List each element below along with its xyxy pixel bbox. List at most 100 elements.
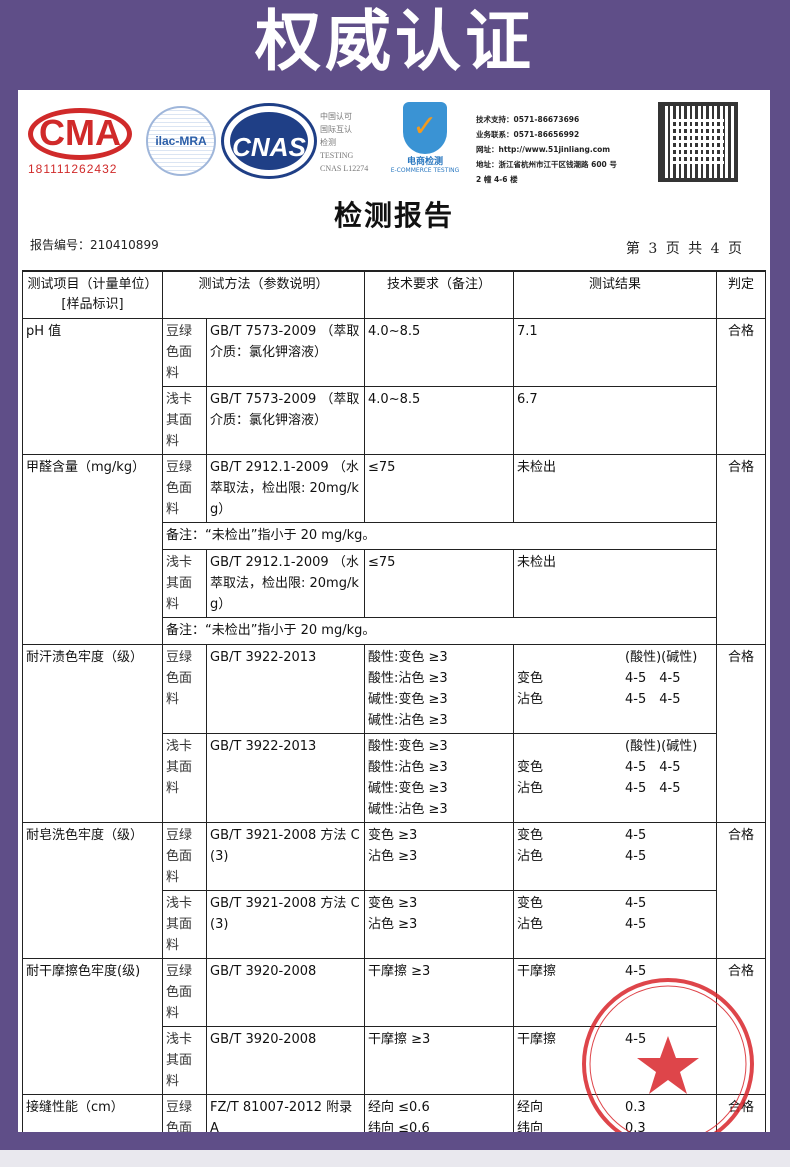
- requirement-line: 4.0~8.5: [368, 392, 421, 407]
- result-label: 干摩擦: [517, 1032, 557, 1047]
- requirement: 4.0~8.5: [364, 386, 515, 455]
- header-result: 测试结果: [513, 270, 718, 319]
- requirement-line: 沾色 ≥3: [368, 849, 418, 864]
- certification-logos: CMA 181111262432 ilac-MRA CNAS 中国认可 国际互认…: [18, 98, 770, 188]
- test-item: 耐汗渍色牢度（级）: [22, 644, 163, 823]
- sample-id: 浅卡其面料: [162, 549, 207, 618]
- test-method: GB/T 2912.1-2009 （水萃取法，检出限: 20mg/kg）: [205, 454, 366, 523]
- requirement-line: 碱性:沾色 ≥3: [368, 802, 448, 817]
- requirement-line: 干摩擦 ≥3: [368, 1032, 431, 1047]
- result-value: (酸性)(碱性): [625, 739, 698, 754]
- ecommerce-en: E-COMMERCE TESTING: [390, 167, 460, 174]
- result-label: [517, 736, 625, 757]
- verdict: 合格: [716, 454, 767, 645]
- test-method: GB/T 3920-2008: [205, 1026, 366, 1095]
- test-result: 7.1: [513, 318, 718, 387]
- test-result: 6.7: [513, 386, 718, 455]
- contact-info: 技术支持：0571-86673696 业务联系：0571-86656992 网址…: [476, 112, 617, 187]
- sample-id: 豆绿色面料: [162, 1094, 207, 1132]
- result-line: 干摩擦 4-5: [517, 961, 713, 982]
- requirement-line: 碱性:沾色 ≥3: [368, 713, 448, 728]
- result-value: 0.3: [625, 1121, 646, 1132]
- result-value: 4-5: [625, 1032, 647, 1047]
- requirement-line: 沾色 ≥3: [368, 917, 418, 932]
- requirement-line: ≤75: [368, 460, 396, 475]
- requirement: 变色 ≥3 沾色 ≥3: [364, 890, 515, 959]
- result-value: 4-5: [625, 849, 647, 864]
- result-label: 变色: [517, 896, 544, 911]
- test-item: 耐干摩擦色牢度(级): [22, 958, 163, 1095]
- table-row: 浅卡其面料 GB/T 7573-2009 （萃取介质：氯化钾溶液） 4.0~8.5 6…: [23, 386, 766, 455]
- table-row: pH 值豆绿色面料 GB/T 7573-2009 （萃取介质：氯化钾溶液） 4.0~…: [22, 318, 767, 455]
- sample-id: 豆绿色面料: [162, 822, 207, 891]
- test-method: GB/T 3921-2008 方法 C(3): [205, 822, 366, 891]
- result-label: [517, 647, 625, 668]
- requirement-line: 酸性:变色 ≥3: [368, 650, 448, 665]
- result-line: 变色 4-5: [517, 825, 713, 846]
- test-method: GB/T 2912.1-2009 （水萃取法，检出限: 20mg/kg）: [205, 549, 366, 618]
- result-value: 4-5 4-5: [625, 671, 681, 686]
- requirement: 干摩擦 ≥3: [364, 958, 515, 1027]
- requirement-line: 变色 ≥3: [368, 828, 418, 843]
- verdict: 合格: [716, 1094, 767, 1132]
- cma-number: 181111262432: [28, 162, 118, 176]
- result-line: (酸性)(碱性): [517, 647, 713, 668]
- result-value: 4-5: [625, 964, 647, 979]
- sample-id: 豆绿色面料: [162, 454, 207, 523]
- results-table: 测试项目（计量单位）[样品标识] 测试方法（参数说明） 技术要求（备注） 测试结…: [22, 270, 767, 1132]
- cnas-line: TESTING: [320, 151, 354, 160]
- test-method: GB/T 3922-2013: [205, 733, 366, 823]
- test-item: 耐皂洗色牢度（级）: [22, 822, 163, 959]
- result-value: 4-5 4-5: [625, 760, 681, 775]
- test-method: GB/T 3920-2008: [205, 958, 366, 1027]
- test-report-document: CMA 181111262432 ilac-MRA CNAS 中国认可 国际互认…: [18, 90, 770, 1132]
- table-row: 浅卡其面料 GB/T 2912.1-2009 （水萃取法，检出限: 20mg/kg…: [23, 549, 766, 618]
- result-line: 7.1: [517, 321, 713, 342]
- result-label: 沾色: [517, 781, 544, 796]
- requirement: ≤75: [364, 549, 515, 618]
- test-method: GB/T 7573-2009 （萃取介质：氯化钾溶液）: [205, 318, 366, 387]
- report-number: 报告编号：210410899: [30, 238, 159, 252]
- test-result: 变色 4-5 沾色 4-5: [513, 822, 718, 891]
- qr-code: [658, 102, 738, 182]
- requirement-line: 酸性:沾色 ≥3: [368, 671, 448, 686]
- result-label: 变色: [517, 828, 544, 843]
- note-cell: 备注：“未检出”指小于 20 mg/kg。: [161, 617, 718, 645]
- table-row: 浅卡其面料 GB/T 3922-2013 酸性:变色 ≥3 酸性:沾色 ≥3 碱性:变色…: [23, 733, 766, 823]
- header-verdict: 判定: [716, 270, 767, 319]
- test-method: GB/T 3922-2013: [205, 644, 366, 734]
- requirement-line: 酸性:变色 ≥3: [368, 739, 448, 754]
- result-value: 4-5 4-5: [625, 781, 681, 796]
- test-result: (酸性)(碱性) 变色 4-5 4-5 沾色 4-5 4-5: [513, 733, 718, 823]
- result-value: 4-5: [625, 917, 647, 932]
- contact-line: 业务联系：0571-86656992: [476, 130, 580, 139]
- table-row: 甲醛含量（mg/kg） 豆绿色面料 GB/T 2912.1-2009 （水萃取法，检…: [22, 454, 767, 645]
- cnas-line: CNAS L12274: [320, 164, 369, 173]
- test-result: 经向 0.3 纬向 0.3: [513, 1094, 718, 1132]
- note-row: 备注：“未检出”指小于 20 mg/kg。: [23, 617, 766, 645]
- result-label: 沾色: [517, 849, 544, 864]
- verdict: 合格: [716, 318, 767, 455]
- table-header-row: 测试项目（计量单位）[样品标识] 测试方法（参数说明） 技术要求（备注） 测试结…: [22, 270, 767, 319]
- result-label: 未检出: [517, 460, 557, 475]
- ecommerce-cn: 电商检测: [406, 157, 443, 167]
- requirement-line: 碱性:变色 ≥3: [368, 692, 448, 707]
- cnas-logo: CNAS: [224, 106, 314, 176]
- verdict: 合格: [716, 644, 767, 823]
- report-title: 检测报告: [333, 199, 454, 232]
- cnas-line: 中国认可: [320, 112, 352, 121]
- result-line: 干摩擦 4-5: [517, 1029, 713, 1050]
- test-result: (酸性)(碱性) 变色 4-5 4-5 沾色 4-5 4-5: [513, 644, 718, 734]
- test-item: 接缝性能（cm）: [22, 1094, 163, 1132]
- test-result: 干摩擦 4-5: [513, 958, 718, 1027]
- header-requirement: 技术要求（备注）: [364, 270, 515, 319]
- cma-mark: CMA: [28, 108, 132, 160]
- sample-id: 浅卡其面料: [162, 386, 207, 455]
- page-number: 第 3 页 共 4 页: [625, 241, 744, 257]
- result-line: 纬向 0.3: [517, 1118, 713, 1132]
- sample-id: 浅卡其面料: [162, 1026, 207, 1095]
- result-line: 未检出: [517, 457, 713, 478]
- result-label: 变色: [517, 760, 544, 775]
- result-line: 经向 0.3: [517, 1097, 713, 1118]
- result-line: 沾色 4-5: [517, 846, 713, 867]
